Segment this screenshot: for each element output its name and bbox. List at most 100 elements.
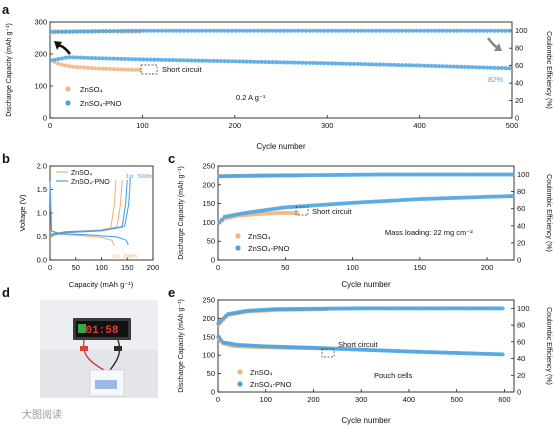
panel-e-y2tick-label: 0 bbox=[517, 388, 521, 397]
panel-a-series-3-point bbox=[314, 28, 320, 33]
panel-a-series-2-point bbox=[59, 56, 65, 61]
panel-b-ytick-label: 1.5 bbox=[37, 185, 47, 194]
panel-a-series-2-point bbox=[218, 59, 223, 64]
panel-a-series-2-point bbox=[507, 66, 512, 71]
panel-a-series-3-point bbox=[278, 28, 283, 33]
panel-c-series-2-point bbox=[510, 194, 515, 199]
panel-a-series-2-point bbox=[281, 60, 286, 65]
panel-c-y2tick-label: 0 bbox=[517, 256, 521, 265]
panel-a-series-2-point bbox=[144, 57, 150, 62]
panel-a-series-2-point bbox=[174, 58, 179, 63]
panel-b-ylabel: Voltage (V) bbox=[18, 194, 27, 232]
panel-a-series-2-point bbox=[259, 59, 264, 64]
panel-a-series-0-point bbox=[82, 65, 87, 70]
black-wire bbox=[109, 339, 121, 371]
panel-b-curve-5 bbox=[49, 177, 131, 235]
panel-a-series-3-point bbox=[59, 29, 65, 34]
panel-b-xtick-label: 150 bbox=[121, 263, 134, 272]
panel-c-ylabel: Discharge Capacity (mAh g⁻¹) bbox=[178, 166, 185, 260]
panel-c-legend-pno: ZnSO₄-PNO bbox=[248, 244, 290, 253]
red-wire bbox=[82, 339, 105, 371]
panel-a-series-3-point bbox=[285, 28, 290, 33]
panel-a-series-2-point bbox=[204, 58, 209, 63]
panel-a-series-3-point bbox=[255, 28, 260, 33]
panel-a-series-3-point bbox=[451, 28, 456, 33]
panel-a-series-3-point bbox=[455, 28, 460, 33]
panel-b-ticks: 0 50 100 150 200 0.0 0.5 1.0 1.5 2.0 bbox=[37, 162, 160, 273]
panel-e-series-2-point bbox=[218, 337, 223, 342]
panel-a-series-2-point bbox=[355, 61, 360, 67]
panel-a-series-3-point bbox=[204, 28, 209, 33]
panel-a-series-3-point bbox=[436, 28, 442, 33]
panel-a-series-2-point bbox=[148, 57, 153, 62]
panel-a-y2label: Coulombic Efficiency (%) bbox=[545, 31, 552, 109]
panel-a-series-3-point bbox=[181, 28, 187, 33]
panel-e-short-circuit-label: Short circuit bbox=[338, 340, 379, 349]
panel-a-frame bbox=[49, 21, 513, 119]
panel-a-series-3-point bbox=[215, 28, 220, 33]
panel-a-series-3-point bbox=[477, 28, 482, 33]
panel-a-series-3-point bbox=[133, 28, 138, 33]
panel-a-series-2-point bbox=[233, 59, 238, 64]
panel-a-right-arrow-icon bbox=[486, 37, 499, 50]
panel-b-marks bbox=[49, 177, 131, 247]
panel-a-series-2-point bbox=[237, 59, 242, 64]
panel-letter-e: e bbox=[168, 285, 175, 300]
panel-a-legend-marker-znso4 bbox=[65, 86, 71, 92]
panel-a-rate-label: 0.2 A g⁻¹ bbox=[236, 93, 266, 102]
panel-a-series-3-point bbox=[425, 28, 430, 33]
panel-a-series-2-point bbox=[303, 60, 309, 65]
panel-a-series-2-point bbox=[462, 64, 467, 69]
panel-a-series-3-point bbox=[507, 28, 512, 33]
panel-b-xlabel: Capacity (mAh g⁻¹) bbox=[69, 280, 134, 289]
panel-a-y2tick-label: 20 bbox=[515, 96, 523, 105]
panel-a-series-2-point bbox=[473, 65, 479, 70]
panel-letter-b: b bbox=[2, 151, 10, 166]
panel-c-y2tick-label: 20 bbox=[517, 238, 525, 247]
panel-e-short-circuit-box bbox=[321, 348, 335, 358]
panel-b-legend-pno: ZnSO₄-PNO bbox=[71, 179, 110, 186]
panel-a-series-2-point bbox=[374, 62, 379, 67]
panel-c-xlabel: Cycle number bbox=[341, 280, 391, 289]
panel-a-series-3-point bbox=[466, 28, 471, 33]
panel-e-series-3-point bbox=[500, 306, 505, 311]
panel-a-series-2-point bbox=[189, 58, 194, 63]
panel-a-series-2-point bbox=[503, 66, 508, 71]
panel-e-xlabel: Cycle number bbox=[341, 416, 391, 425]
panel-a-series-3-point bbox=[403, 28, 408, 33]
panel-letter-d: d bbox=[2, 285, 10, 300]
panel-e-series-3-point bbox=[218, 318, 223, 324]
panel-b-label-first-top: 1st bbox=[126, 174, 134, 180]
panel-a-xtick-label: 300 bbox=[321, 121, 334, 130]
panel-a-series-2-point bbox=[156, 57, 161, 62]
panel-a-series-3-point bbox=[444, 28, 449, 33]
panel-b-label-first-bottom: 1st bbox=[112, 254, 120, 260]
panel-e-y2tick-label: 60 bbox=[517, 337, 525, 346]
panel-a-series-2-point bbox=[255, 59, 260, 64]
panel-a-ytick-label: 0 bbox=[43, 114, 47, 123]
panel-a-series-3-point bbox=[281, 28, 286, 33]
panel-a-series-3-point bbox=[104, 29, 109, 34]
panel-a-series-3-point bbox=[407, 28, 412, 33]
panel-a-series-2-point bbox=[159, 57, 164, 62]
panel-a-series-3-point bbox=[218, 28, 223, 33]
panel-b-xtick-label: 50 bbox=[72, 263, 80, 272]
panel-e-ytick-label: 200 bbox=[202, 314, 215, 323]
panel-a-series-2-point bbox=[414, 63, 419, 68]
panel-a-series-3-point bbox=[170, 28, 175, 33]
panel-a-series-2-point bbox=[396, 62, 401, 68]
panel-a-series-2-point bbox=[488, 65, 493, 70]
panel-a-series-0-point bbox=[71, 64, 76, 69]
panel-a-series-2-point bbox=[425, 63, 430, 68]
panel-a-xtick-label: 500 bbox=[506, 121, 519, 130]
panel-c-xtick-label: 150 bbox=[414, 263, 427, 272]
panel-a-series-3-point bbox=[48, 29, 53, 34]
panel-a-series-2-point bbox=[167, 57, 172, 63]
panel-a-series-3-point bbox=[248, 28, 253, 33]
panel-a-ylabel: Discharge Capacity (mAh g⁻¹) bbox=[6, 23, 13, 117]
panel-a-legend-pno: ZnSO₄-PNO bbox=[80, 99, 122, 108]
panel-a-series-3-point bbox=[74, 29, 79, 34]
